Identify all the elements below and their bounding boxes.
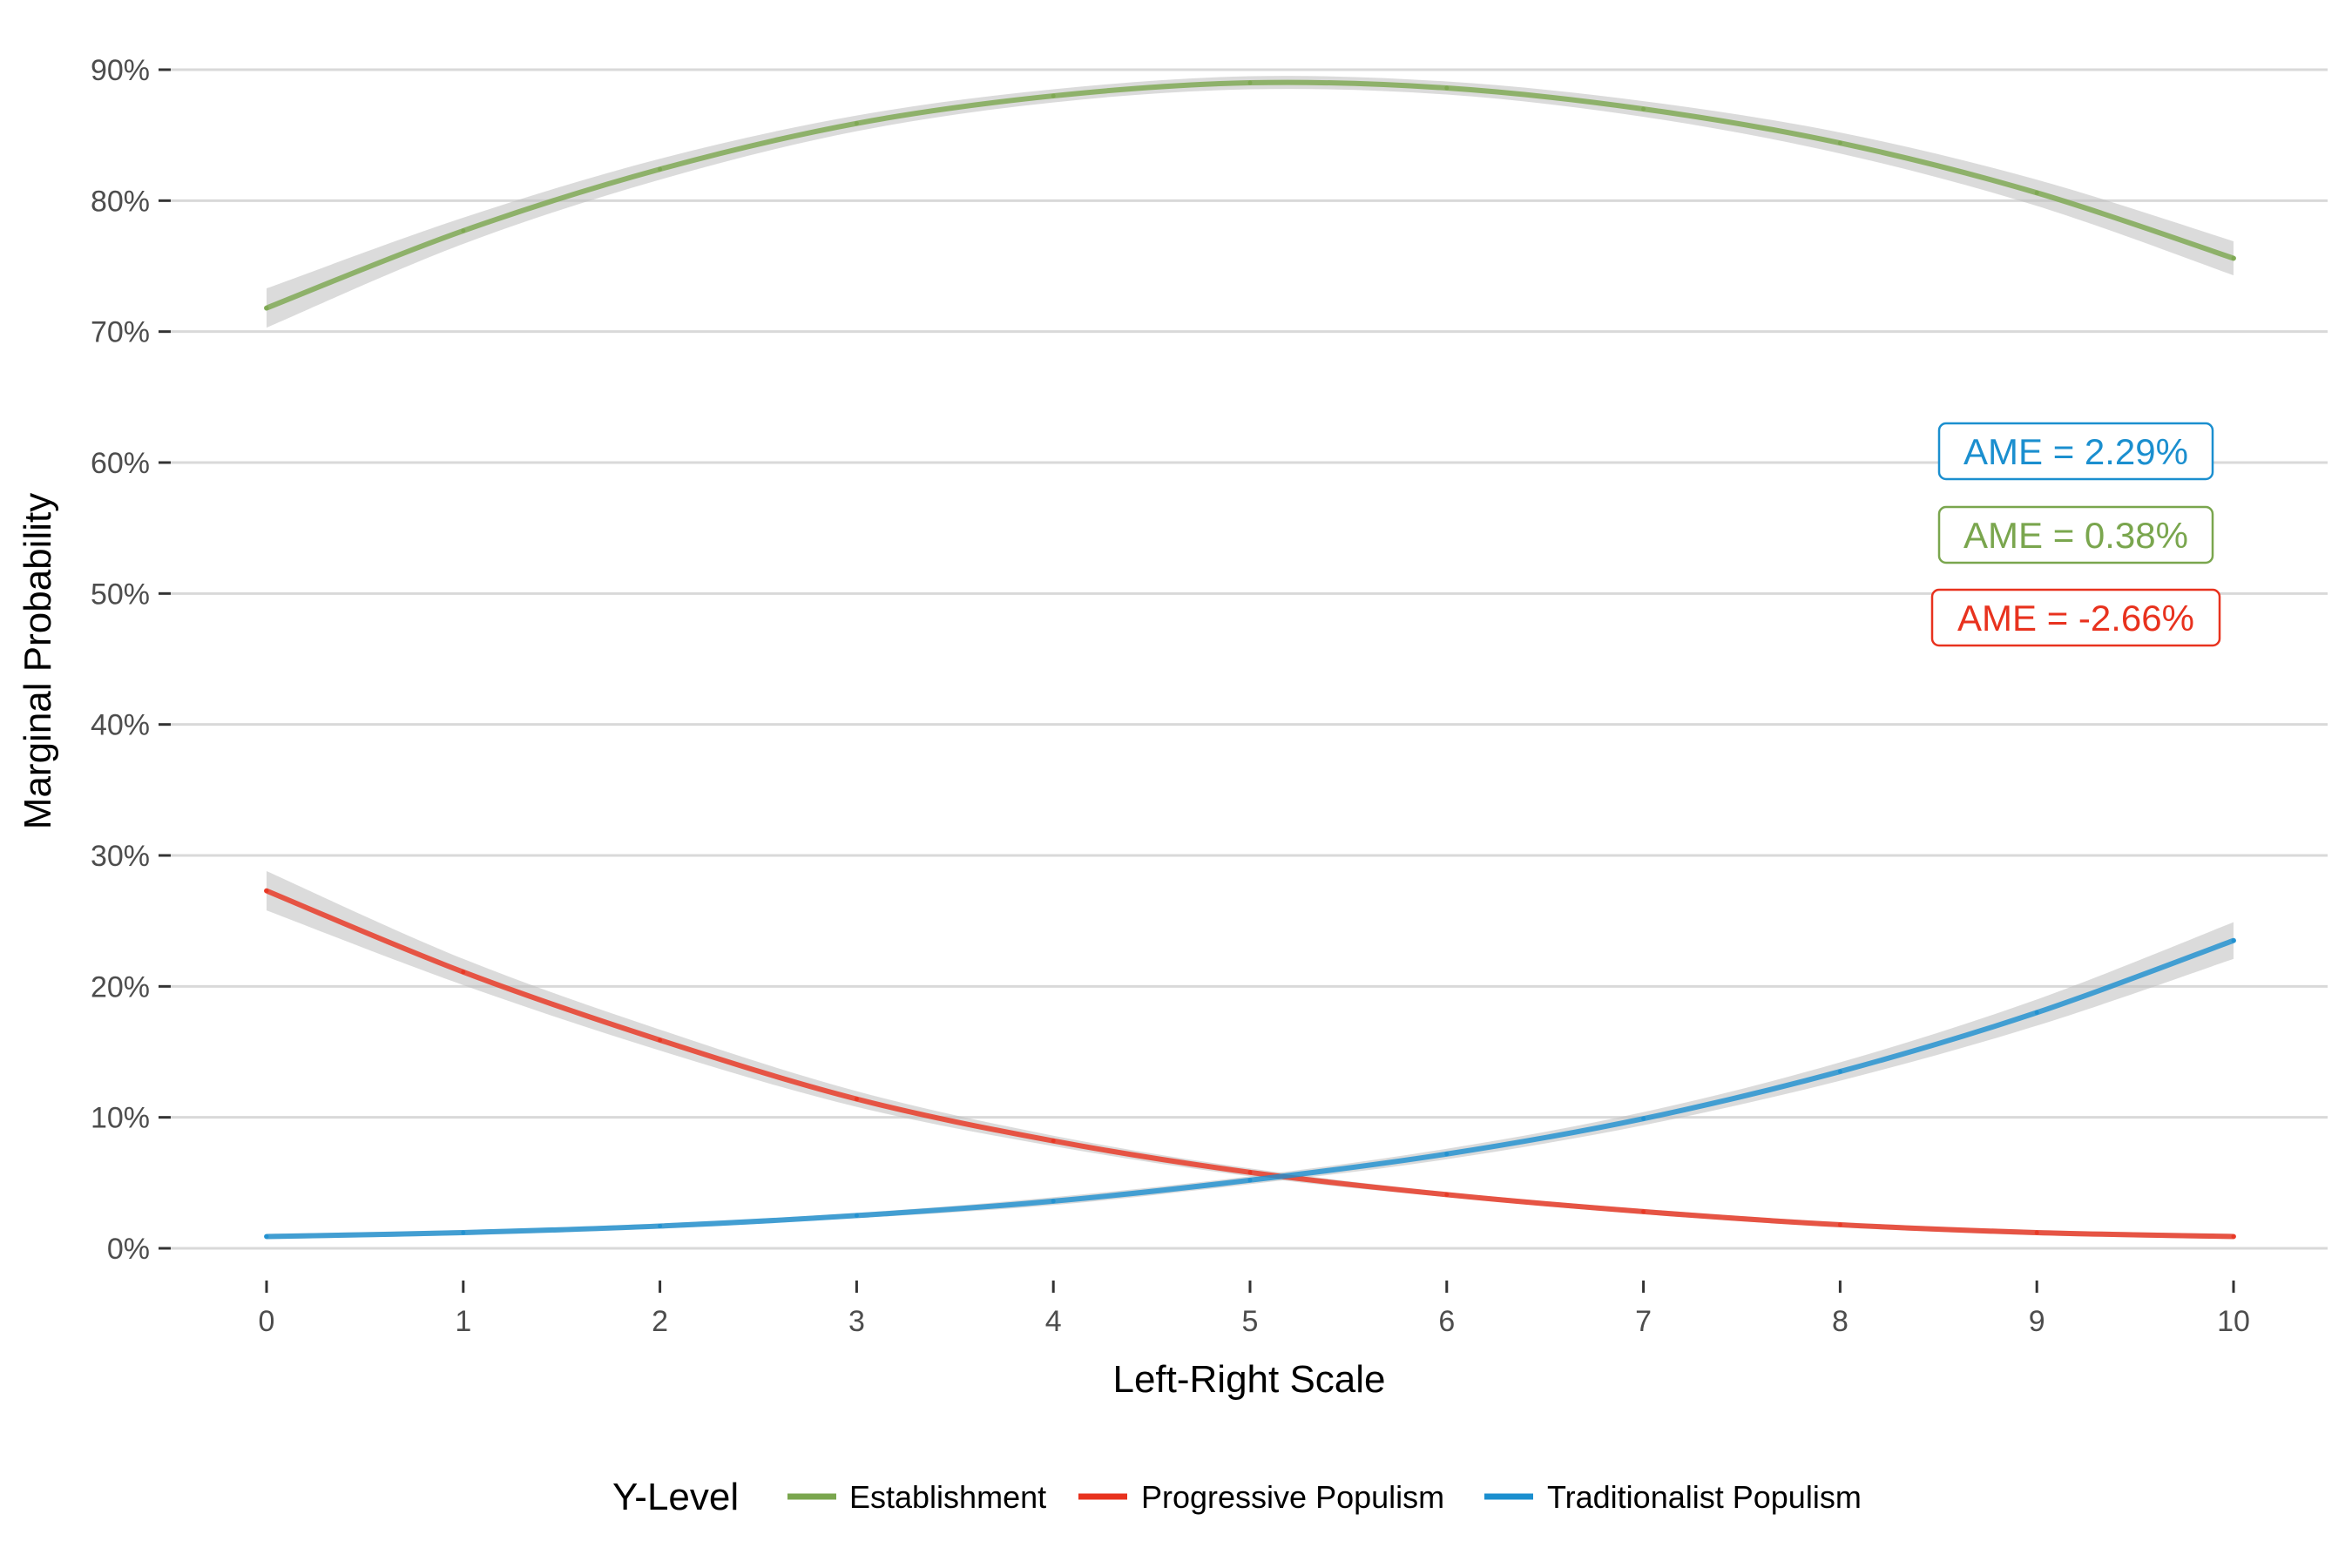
legend-label: Traditionalist Populism: [1547, 1479, 1862, 1515]
legend-label: Progressive Populism: [1141, 1479, 1444, 1515]
y-tick-label: 40%: [91, 709, 150, 742]
data-point: [854, 1213, 859, 1218]
data-point: [1641, 1209, 1646, 1214]
band-layer: [267, 76, 2234, 1240]
x-tick-label: 4: [1045, 1305, 1062, 1338]
data-point: [461, 1230, 466, 1235]
y-tick-label: 10%: [91, 1102, 150, 1135]
data-point: [2231, 1233, 2236, 1239]
legend-item: Traditionalist Populism: [1484, 1479, 1862, 1515]
ame-label-text: AME = -2.66%: [1957, 598, 2194, 639]
ame-label-box: [1937, 422, 2214, 481]
legend-layer: Y-Level Establishment Progressive Populism…: [612, 1476, 1862, 1518]
y-axis-title: Marginal Probability: [17, 493, 59, 829]
series-line: [264, 888, 2236, 1240]
y-tick-label: 50%: [91, 578, 150, 611]
y-tick-label: 70%: [91, 316, 150, 349]
ame-label: AME = 0.38%: [1937, 505, 2214, 564]
x-tick-label: 6: [1438, 1305, 1455, 1338]
data-point: [854, 121, 859, 126]
x-tick-label: 0: [259, 1305, 275, 1338]
data-point: [1837, 1222, 1842, 1227]
data-point: [1247, 1178, 1253, 1183]
data-point: [1837, 1069, 1842, 1074]
data-point: [2034, 190, 2039, 195]
y-tick-label: 60%: [91, 447, 150, 480]
data-point: [461, 228, 466, 233]
legend-title: Y-Level: [612, 1476, 739, 1518]
x-tick-label: 5: [1242, 1305, 1259, 1338]
x-tick-label: 8: [1832, 1305, 1848, 1338]
x-tick-label: 1: [455, 1305, 471, 1338]
axis-layer: 0% 10% 20% 30% 40% 50% 60% 70% 80% 90% 0 1 2 3 4 5 6 7 8 9 1…: [91, 54, 2250, 1338]
x-tick-label: 2: [652, 1305, 668, 1338]
data-point: [658, 166, 663, 172]
ame-label-box: [1930, 588, 2221, 647]
data-point: [1051, 93, 1056, 98]
data-point: [2034, 1230, 2039, 1235]
grid-layer: [171, 68, 2328, 1250]
ame-label: AME = -2.66%: [1930, 588, 2221, 647]
data-point: [854, 1097, 859, 1102]
data-point: [1247, 1170, 1253, 1175]
data-point: [658, 1223, 663, 1228]
legend-item: Progressive Populism: [1078, 1479, 1444, 1515]
data-point: [2231, 938, 2236, 943]
data-point: [461, 970, 466, 975]
legend-label: Establishment: [849, 1479, 1046, 1515]
data-point: [1641, 1116, 1646, 1121]
y-tick-label: 0%: [107, 1233, 150, 1266]
y-tick-label: 90%: [91, 54, 150, 87]
data-point: [1051, 1139, 1056, 1144]
x-tick-label: 3: [848, 1305, 865, 1338]
data-point: [658, 1037, 663, 1043]
data-point: [264, 889, 269, 894]
confidence-band: [267, 922, 2234, 1240]
data-point: [264, 306, 269, 311]
confidence-band: [267, 76, 2234, 328]
series-line: [264, 937, 2236, 1240]
data-point: [1837, 140, 1842, 145]
x-axis-title: Left-Right Scale: [1112, 1358, 1385, 1401]
data-point: [2231, 255, 2236, 260]
line-layer: [264, 79, 2236, 1240]
data-point: [1444, 1192, 1450, 1197]
y-tick-label: 30%: [91, 840, 150, 873]
ame-label-text: AME = 2.29%: [1963, 431, 2188, 472]
data-point: [264, 1233, 269, 1239]
y-tick-label: 80%: [91, 185, 150, 218]
x-tick-label: 7: [1635, 1305, 1652, 1338]
y-tick-label: 20%: [91, 970, 150, 1004]
annotation-layer: AME = 2.29% AME = 0.38% AME = -2.66%: [1930, 422, 2221, 647]
data-point: [1641, 106, 1646, 112]
ame-label: AME = 2.29%: [1937, 422, 2214, 481]
data-point: [1051, 1199, 1056, 1204]
x-tick-label: 10: [2217, 1305, 2250, 1338]
data-point: [1444, 85, 1450, 91]
ame-label-box: [1937, 505, 2214, 564]
ame-label-text: AME = 0.38%: [1963, 515, 2188, 556]
data-point: [1247, 80, 1253, 85]
x-tick-label: 9: [2029, 1305, 2045, 1338]
legend-item: Establishment: [787, 1479, 1046, 1515]
data-point: [2034, 1010, 2039, 1015]
data-point: [1444, 1152, 1450, 1157]
